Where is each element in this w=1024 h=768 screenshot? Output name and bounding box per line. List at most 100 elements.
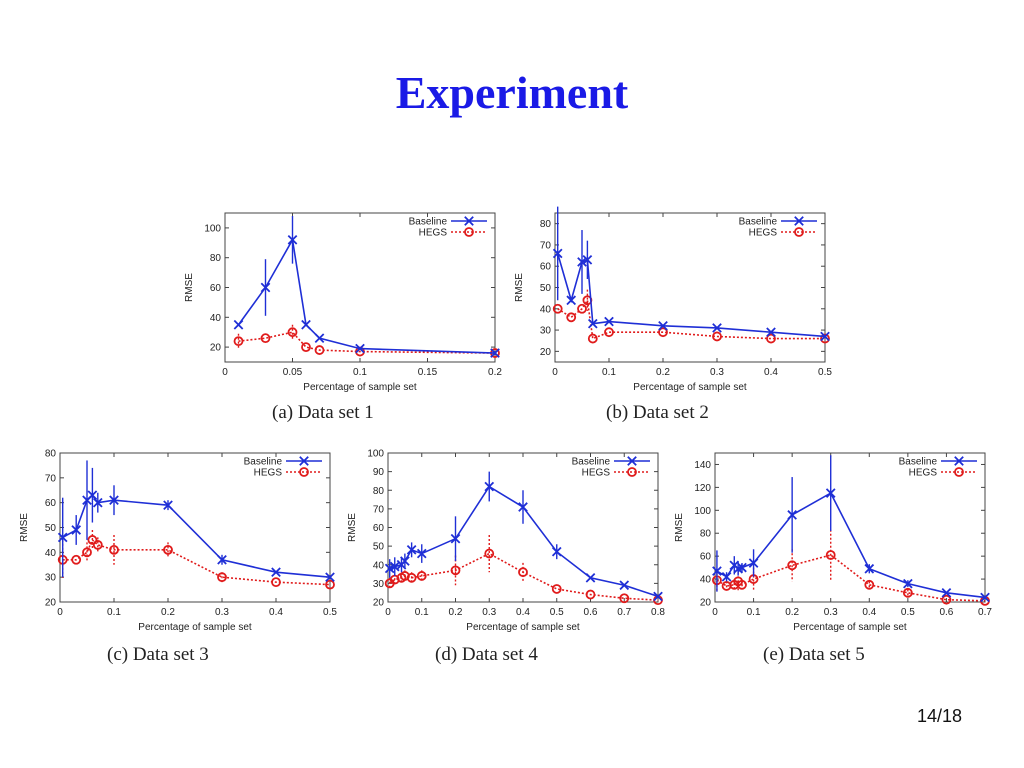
series-hegs bbox=[57, 529, 335, 590]
y-tick-label: 40 bbox=[45, 548, 57, 559]
legend-label: HEGS bbox=[749, 228, 778, 239]
data-point bbox=[604, 316, 614, 327]
data-point bbox=[748, 558, 759, 568]
x-axis-label: Percentage of sample set bbox=[466, 622, 580, 633]
data-point bbox=[384, 563, 395, 574]
legend-marker bbox=[794, 227, 804, 237]
y-tick-label: 30 bbox=[540, 326, 552, 337]
x-tick-label: 0 bbox=[712, 607, 718, 618]
data-point bbox=[587, 333, 598, 344]
data-point bbox=[552, 303, 563, 314]
y-tick-label: 40 bbox=[700, 575, 712, 586]
legend-label: Baseline bbox=[739, 217, 778, 228]
legend-label: Baseline bbox=[244, 457, 283, 468]
y-tick-label: 80 bbox=[45, 449, 57, 460]
y-tick-label: 40 bbox=[210, 313, 222, 324]
y-tick-label: 80 bbox=[373, 486, 385, 497]
panel-1: 0 0.05 0.1 0.15 0.2 20 40 60 80 100 Percentage of … bbox=[170, 205, 502, 395]
y-tick-label: 50 bbox=[45, 523, 57, 534]
legend-marker bbox=[627, 456, 637, 466]
caption-1: (a) Data set 1 bbox=[272, 402, 374, 423]
panel-5: 0 0.1 0.2 0.3 0.4 0.5 0.6 0.7 20 40 60 80 100 120 140 P… bbox=[660, 445, 992, 635]
x-tick-label: 0.8 bbox=[651, 607, 665, 618]
y-tick-label: 40 bbox=[373, 560, 385, 571]
y-tick-label: 60 bbox=[540, 262, 552, 273]
data-point bbox=[585, 589, 596, 600]
data-point bbox=[721, 571, 732, 582]
legend-marker bbox=[954, 467, 964, 477]
data-point bbox=[902, 587, 913, 598]
series-line-baseline bbox=[237, 237, 496, 354]
data-point bbox=[712, 566, 722, 576]
series-baseline bbox=[57, 460, 335, 583]
data-point bbox=[825, 550, 836, 560]
data-point bbox=[71, 525, 82, 535]
x-tick-label: 0.1 bbox=[415, 607, 429, 618]
x-axis-label: Percentage of sample set bbox=[303, 382, 417, 393]
x-tick-label: 0.2 bbox=[488, 367, 502, 378]
data-point bbox=[217, 572, 227, 583]
data-point bbox=[980, 592, 990, 603]
data-point bbox=[737, 562, 747, 573]
data-point bbox=[389, 561, 400, 572]
data-point bbox=[825, 488, 836, 498]
y-tick-label: 50 bbox=[373, 542, 385, 553]
series-baseline bbox=[712, 455, 990, 603]
x-tick-label: 0.5 bbox=[818, 367, 832, 378]
x-tick-label: 0.3 bbox=[710, 367, 724, 378]
plot-frame bbox=[714, 452, 986, 603]
chart-svg: 0 0.05 0.1 0.15 0.2 20 40 60 80 100 Percentage of … bbox=[184, 212, 502, 393]
x-tick-label: 0.3 bbox=[215, 607, 229, 618]
y-tick-label: 80 bbox=[210, 253, 222, 264]
y-tick-label: 120 bbox=[694, 483, 711, 494]
y-tick-label: 50 bbox=[540, 283, 552, 294]
legend-marker bbox=[299, 456, 309, 466]
data-point bbox=[87, 535, 98, 545]
data-point bbox=[551, 546, 562, 557]
data-point bbox=[658, 320, 668, 331]
y-axis-label: RMSE bbox=[514, 273, 525, 302]
x-tick-label: 0.4 bbox=[269, 607, 283, 618]
chart-svg: 0 0.1 0.2 0.3 0.4 0.5 0.6 0.7 0.8 20 30 40 50 60 70 80 9… bbox=[347, 449, 665, 634]
data-point bbox=[566, 295, 577, 306]
caption-2: (b) Data set 2 bbox=[606, 402, 709, 423]
caption-3: (c) Data set 3 bbox=[107, 644, 209, 665]
x-tick-label: 0.5 bbox=[901, 607, 915, 618]
y-tick-label: 80 bbox=[540, 219, 552, 230]
panel-3: 0 0.1 0.2 0.3 0.4 0.5 20 30 40 50 60 70 80 Percentage… bbox=[5, 445, 337, 635]
legend-label: HEGS bbox=[909, 468, 938, 479]
legend-label: HEGS bbox=[419, 228, 448, 239]
y-tick-label: 70 bbox=[540, 240, 552, 251]
y-tick-label: 80 bbox=[700, 529, 712, 540]
data-point bbox=[787, 510, 797, 520]
x-tick-label: 0.1 bbox=[602, 367, 616, 378]
panel-2: 0 0.1 0.2 0.3 0.4 0.5 20 30 40 50 60 70 80 Percentage… bbox=[500, 205, 832, 395]
y-tick-label: 100 bbox=[694, 506, 711, 517]
data-point bbox=[484, 548, 495, 559]
y-tick-label: 60 bbox=[210, 283, 222, 294]
data-point bbox=[233, 336, 244, 347]
y-tick-label: 140 bbox=[694, 460, 711, 471]
series-line-hegs bbox=[238, 331, 496, 354]
data-point bbox=[484, 481, 495, 492]
legend-label: Baseline bbox=[409, 217, 448, 228]
data-point bbox=[109, 544, 119, 555]
x-tick-label: 0.4 bbox=[516, 607, 530, 618]
x-tick-label: 0.6 bbox=[939, 607, 953, 618]
x-tick-label: 0.1 bbox=[353, 367, 367, 378]
data-point bbox=[450, 533, 461, 544]
x-tick-label: 0.05 bbox=[283, 367, 303, 378]
y-tick-label: 20 bbox=[373, 598, 385, 609]
data-point bbox=[260, 282, 271, 293]
y-axis-label: RMSE bbox=[674, 513, 685, 542]
data-point bbox=[658, 327, 668, 338]
chart-svg: 0 0.1 0.2 0.3 0.4 0.5 0.6 0.7 20 40 60 80 100 120 140 P… bbox=[674, 452, 992, 633]
data-point bbox=[787, 560, 798, 571]
caption-4: (d) Data set 4 bbox=[435, 644, 538, 665]
x-tick-label: 0.5 bbox=[550, 607, 564, 618]
data-point bbox=[820, 333, 830, 344]
data-point bbox=[233, 319, 244, 330]
